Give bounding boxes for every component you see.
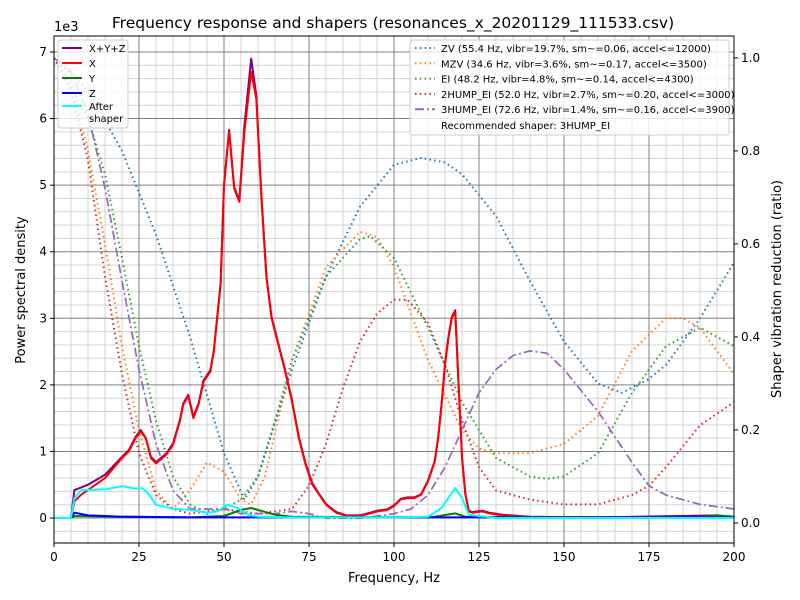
shaper-legend-label: 3HUMP_EI (72.6 Hz, vibr=1.4%, sm~=0.16, … [441,105,735,116]
chart-title: Frequency response and shapers (resonanc… [112,14,674,33]
x-tick-label: 50 [216,550,231,564]
y-axis-label: Power spectral density [14,216,29,364]
x-tick-label: 100 [383,550,406,564]
recommended-shaper-label: Recommended shaper: 3HUMP_EI [441,121,610,132]
y-tick-label: 4 [39,245,47,259]
y-right-tick-label: 0.4 [741,330,760,344]
psd-legend-label: X+Y+Z [89,44,126,55]
grid [53,36,735,543]
shaper-legend-label: 2HUMP_EI (52.0 Hz, vibr=2.7%, sm~=0.20, … [441,90,735,101]
y-tick-label: 3 [39,311,47,325]
y-axis-label-right: Shaper vibration reduction (ratio) [770,180,785,398]
shaper-series-line-2 [54,57,734,515]
y-right-tick-label: 0.0 [741,516,760,530]
y-right-tick-label: 0.2 [741,423,760,437]
x-tick-label: 150 [553,550,576,564]
shaper-legend-label: ZV (55.4 Hz, vibr=19.7%, sm~=0.06, accel… [441,44,711,55]
curves [54,57,734,520]
shaper-legend-label: MZV (34.6 Hz, vibr=3.6%, sm~=0.17, accel… [441,59,707,70]
x-axis-label: Frequency, Hz [348,571,440,586]
shaper-series-line-4 [54,57,734,520]
y-tick-label: 6 [39,112,47,126]
psd-legend-label: Y [88,74,96,85]
shaper-series-line-3 [54,57,734,515]
y-tick-label: 0 [39,511,47,525]
psd-legend: X+Y+Z XYZ After shaper [57,39,129,129]
y-offset-label: 1e3 [54,20,79,35]
y-tick-label: 2 [39,378,47,392]
x-tick-label: 75 [301,550,316,564]
x-tick-label: 175 [638,550,661,564]
shaper-legend-label: EI (48.2 Hz, vibr=4.8%, sm~=0.14, accel<… [441,75,694,86]
shaper-legend-box [409,39,730,136]
x-tick-label: 200 [723,550,746,564]
y-right-tick-label: 1.0 [741,51,760,65]
shaper-legend: ZV (55.4 Hz, vibr=19.7%, sm~=0.06, accel… [409,39,735,136]
x-tick-label: 125 [468,550,491,564]
psd-legend-label: Z [89,89,96,100]
psd-series-line-1 [54,71,734,519]
psd-series-line-4 [54,485,734,519]
shaper-series-line-1 [54,57,734,511]
y-right-tick-label: 0.8 [741,144,760,158]
x-tick-label: 0 [50,550,58,564]
y-tick-label: 5 [39,178,47,192]
y-tick-label: 7 [39,45,47,59]
x-tick-label: 25 [131,550,146,564]
shaper-series-line-0 [54,57,734,502]
psd-legend-label: After shaper [89,102,124,125]
psd-legend-label: X [89,59,96,70]
y-right-tick-label: 0.6 [741,237,760,251]
y-tick-label: 1 [39,444,47,458]
ticks: 0 25 50 75 100 125 150 175 200 0 1 2 3 4 5 6 7 0.0 0.2 0.4 0… [39,45,760,564]
